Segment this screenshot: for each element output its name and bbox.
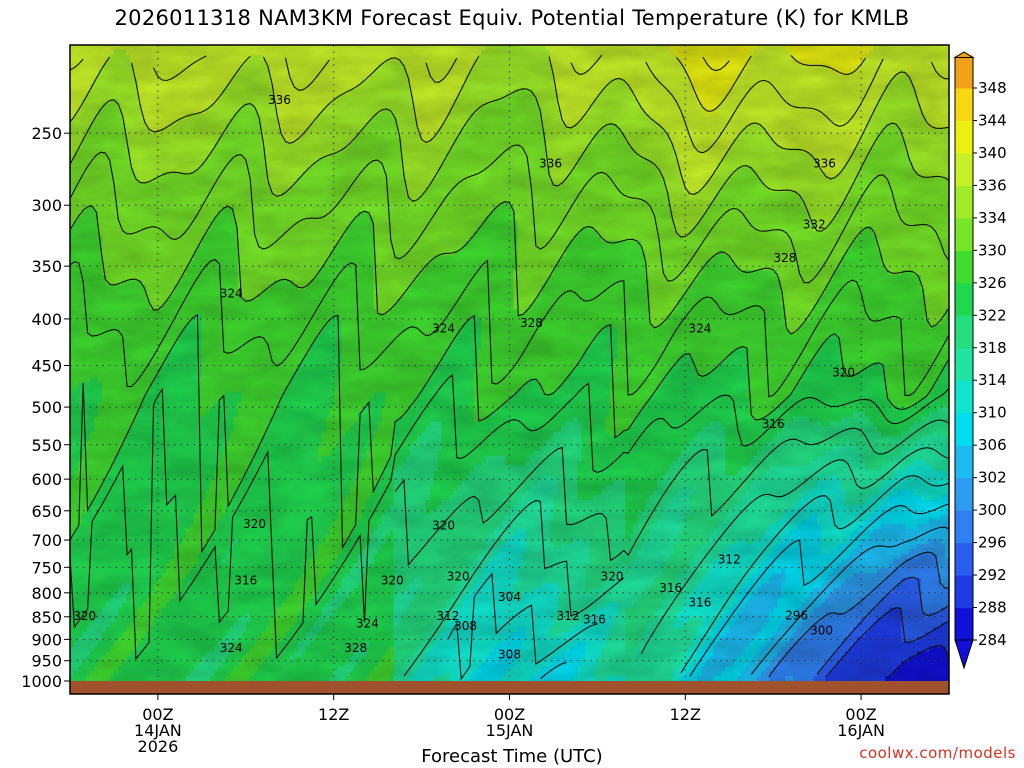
theta-e-field	[70, 45, 949, 681]
